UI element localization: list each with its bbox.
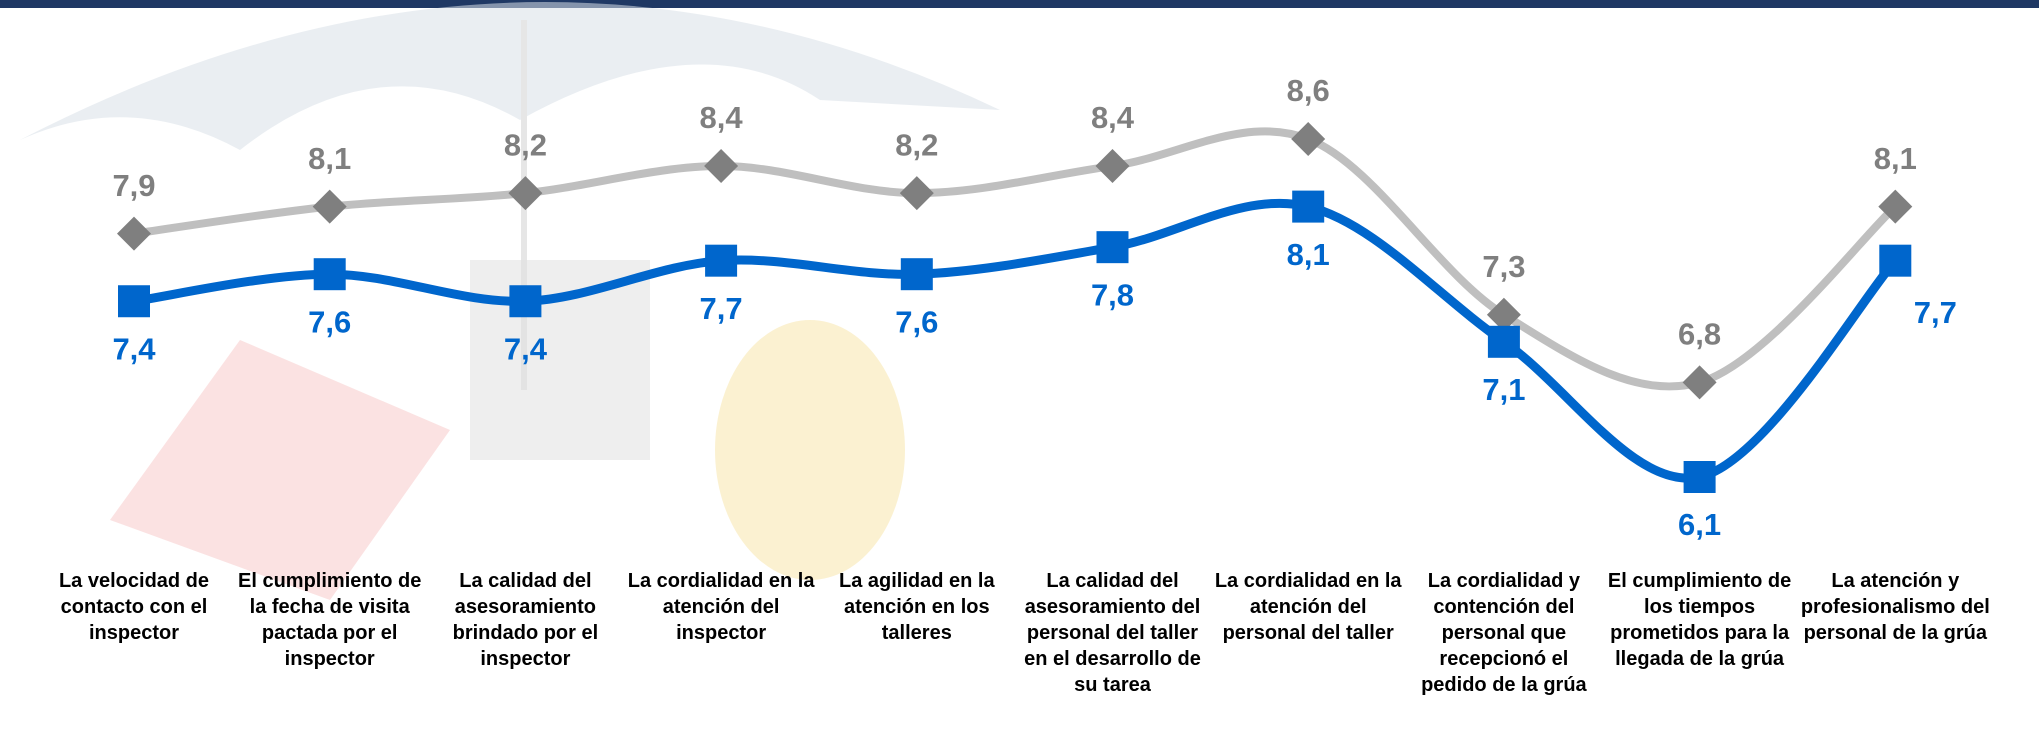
series-line	[130, 127, 1900, 391]
value-label: 7,4	[112, 331, 156, 366]
category-label: La cordialidad y contención del personal…	[1421, 570, 1587, 696]
laptop-decoration	[470, 260, 650, 460]
dollar-decoration	[715, 320, 905, 580]
category-label: La calidad del asesoramiento brindado po…	[452, 570, 599, 670]
value-label: 8,2	[504, 127, 547, 162]
category-label: La agilidad en la atención en los taller…	[838, 570, 995, 644]
value-label: 7,6	[895, 304, 938, 339]
marker	[1486, 297, 1521, 332]
category-label: La calidad del asesoramiento del persona…	[1024, 570, 1201, 696]
value-label: 8,4	[700, 100, 744, 135]
value-label: 7,6	[308, 304, 351, 339]
marker	[1683, 461, 1716, 493]
marker	[509, 285, 542, 318]
marker	[117, 216, 151, 251]
value-label: 7,1	[1482, 372, 1525, 407]
value-label: 7,7	[700, 291, 743, 326]
marker	[1682, 365, 1717, 400]
category-label: El cumplimiento de los tiempos prometido…	[1607, 570, 1792, 670]
value-label: 6,8	[1678, 317, 1721, 352]
marker	[1096, 231, 1129, 264]
marker	[1292, 190, 1325, 223]
value-label: 7,4	[504, 331, 548, 366]
marker	[1487, 325, 1520, 358]
value-label: 8,2	[895, 127, 938, 162]
marker	[705, 244, 738, 277]
marker	[508, 176, 543, 211]
house-decoration	[110, 340, 450, 600]
marker	[312, 189, 347, 224]
category-label: El cumplimiento de la fecha de visita pa…	[238, 570, 422, 670]
value-label: 8,4	[1091, 100, 1135, 135]
marker	[118, 285, 150, 318]
marker	[900, 258, 933, 291]
value-label: 7,3	[1482, 249, 1525, 284]
marker	[1878, 189, 1913, 224]
value-label: 6,1	[1678, 507, 1721, 542]
marker	[899, 176, 934, 211]
top-bar	[0, 0, 2039, 8]
marker	[313, 258, 346, 291]
category-label: La velocidad de contacto con el inspecto…	[58, 570, 210, 644]
value-label: 8,1	[1874, 141, 1917, 176]
umbrella-decoration	[20, 2, 1000, 150]
marker	[1879, 244, 1912, 277]
category-label: La cordialidad en la atención del inspec…	[627, 570, 815, 644]
category-label: La cordialidad en la atención del person…	[1214, 570, 1402, 644]
value-label: 7,9	[112, 168, 155, 203]
value-label: 7,7	[1914, 295, 1957, 330]
category-label: La atención y profesionalismo del person…	[1800, 570, 1990, 644]
series-line	[129, 198, 1900, 483]
value-label: 8,1	[308, 141, 351, 176]
marker	[1095, 149, 1130, 184]
marker	[1291, 122, 1326, 156]
value-label: 7,8	[1091, 277, 1134, 312]
value-label: 8,6	[1287, 73, 1330, 108]
marker	[704, 149, 739, 184]
value-label: 8,1	[1287, 237, 1330, 272]
